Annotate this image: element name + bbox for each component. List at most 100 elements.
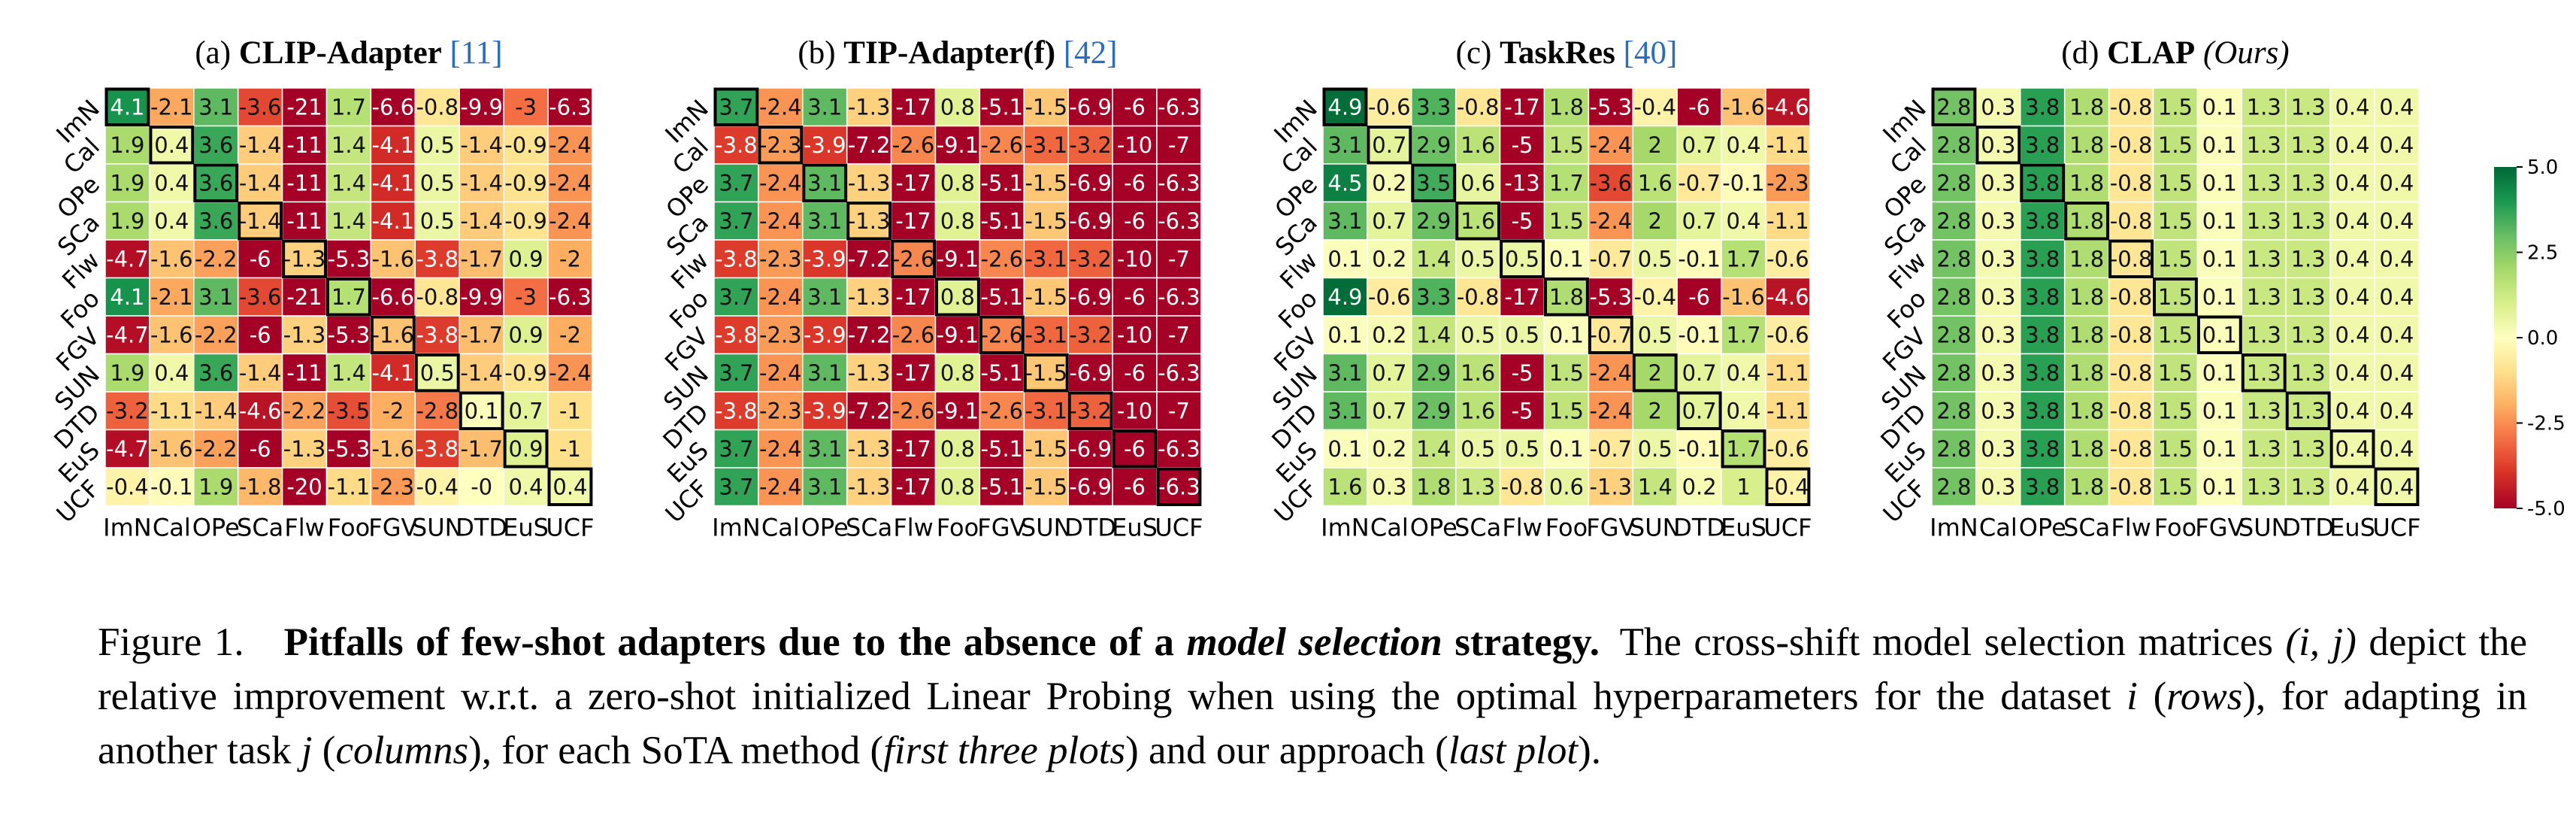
heatmap-cells: 3.7 -2.4 3.1 -1.3 -17 0.8 -5.1 -1.5 -6.9 -6 -6.3-3… <box>713 87 1202 507</box>
heatmap-cell-label: -1 <box>559 436 581 462</box>
diagonal-cell-box <box>2285 391 2331 430</box>
heatmap-cell-label: 1.3 <box>2291 170 2326 196</box>
heatmap-cell <box>1543 201 1590 241</box>
heatmap-cell-label: 0.8 <box>940 284 975 310</box>
heatmap-cell <box>1156 163 1202 203</box>
heatmap-cell-label: -2.4 <box>759 94 802 120</box>
heatmap-cell <box>2374 201 2420 241</box>
heatmap-cell-label: -0.7 <box>1590 436 1633 462</box>
heatmap-cell-label: -2.4 <box>549 360 592 386</box>
heatmap-cell-label: -2.4 <box>759 170 802 196</box>
heatmap-cell <box>193 239 239 279</box>
heatmap-cell-label: 0.2 <box>1682 474 1717 499</box>
heatmap-cell <box>1411 391 1457 431</box>
heatmap-cell-label: -2.4 <box>1590 208 1633 234</box>
heatmap-cell-label: 1.7 <box>331 94 366 120</box>
x-tick-label: FGV <box>977 514 1026 542</box>
heatmap-cell <box>890 239 937 279</box>
heatmap-cell-label: -17 <box>1504 94 1539 120</box>
heatmap-cell <box>1676 277 1722 317</box>
heatmap-cell-label: -0.6 <box>1368 94 1411 120</box>
heatmap-cell <box>414 467 460 507</box>
heatmap-cell-label: -6.9 <box>1069 94 1112 120</box>
panel-title-label: (d) <box>2061 35 2107 71</box>
heatmap-cell-label: -1.6 <box>1722 94 1765 120</box>
heatmap-cell-label: 0.4 <box>2335 246 2369 271</box>
heatmap-cell-label: 1.3 <box>2291 284 2326 310</box>
heatmap-cell-label: 3.1 <box>807 360 842 386</box>
heatmap-cell-label: -5 <box>1512 360 1533 386</box>
heatmap-cell-label: 1.8 <box>2069 474 2104 499</box>
heatmap-cell-label: 1.6 <box>1461 132 1495 158</box>
heatmap-cell-label: -2.4 <box>549 170 592 196</box>
heatmap-cell-label: -17 <box>895 208 931 234</box>
heatmap-cell-label: 0.4 <box>2335 284 2369 310</box>
heatmap-cell-label: 3.5 <box>1416 170 1451 196</box>
heatmap-cell-label: 1.8 <box>2069 322 2104 347</box>
heatmap-cell-label: -3.9 <box>804 398 846 423</box>
heatmap-cell <box>802 201 848 241</box>
x-tick-label: SCa <box>2063 514 2110 542</box>
heatmap-cell-label: 0.4 <box>2335 474 2369 499</box>
heatmap-cell <box>1721 353 1766 393</box>
heatmap-panel-1: (a) CLIP-Adapter [11]4.1 -2.1 3.1 -3.6 -21 1.… <box>48 35 594 542</box>
heatmap-cell-label: -0.8 <box>2110 474 2153 499</box>
heatmap-cell <box>281 467 328 507</box>
x-tick-label: DTD <box>456 514 507 542</box>
heatmap-cell <box>2063 391 2110 431</box>
heatmap-cell <box>1588 125 1634 165</box>
heatmap-cell-label: -1.5 <box>1025 170 1067 196</box>
heatmap-cell <box>149 353 195 393</box>
diagonal-cell-box <box>2329 429 2375 469</box>
heatmap-cell <box>104 163 150 203</box>
heatmap-cell-label: 1.9 <box>198 474 233 499</box>
heatmap-cell <box>846 467 892 507</box>
heatmap-cell-label: 1.6 <box>1638 170 1672 196</box>
heatmap-cell-label: -1.3 <box>848 474 891 499</box>
heatmap-cell-label: 1.4 <box>331 360 366 386</box>
heatmap-cell-label: 1.5 <box>2158 246 2193 271</box>
heatmap-cell-label: 3.1 <box>198 94 233 120</box>
heatmap-cell <box>1156 87 1202 127</box>
heatmap-cell <box>934 429 981 469</box>
heatmap-cell-label: -6.9 <box>1069 170 1112 196</box>
heatmap-cell-label: -6.3 <box>1158 94 1200 120</box>
heatmap-cell-label: -1.5 <box>1025 284 1067 310</box>
heatmap-cell-label: 0.8 <box>940 436 975 462</box>
heatmap-cell-label: -1.5 <box>1025 208 1067 234</box>
heatmap-cell <box>459 239 504 279</box>
heatmap-cell-label: -3.1 <box>1025 132 1067 158</box>
heatmap-cell-label: -0.6 <box>1766 246 1809 271</box>
heatmap-cell <box>1367 201 1412 241</box>
heatmap-cell-label: 0.3 <box>1981 132 2015 158</box>
heatmap-cell-label: 0.8 <box>940 170 975 196</box>
heatmap-cell <box>370 239 416 279</box>
heatmap-cell-label: -11 <box>286 170 322 196</box>
heatmap-cell <box>2063 87 2110 127</box>
heatmap-cell-label: -17 <box>895 474 931 499</box>
heatmap-cell-label: -0.1 <box>1678 322 1721 347</box>
heatmap-cell-label: 0.1 <box>2202 94 2237 120</box>
heatmap-cell <box>1931 391 1977 431</box>
x-tick-label: Cal <box>761 514 800 542</box>
heatmap-cell <box>1023 163 1069 203</box>
heatmap-cell-label: -1.3 <box>848 436 891 462</box>
heatmap-cell-label: -17 <box>895 436 931 462</box>
heatmap-cell-label: -1.4 <box>460 170 503 196</box>
heatmap-cell-label: -3.8 <box>715 132 758 158</box>
heatmap-cell <box>104 125 150 165</box>
heatmap-cell-label: -3.9 <box>804 132 846 158</box>
heatmap-cell <box>325 467 372 507</box>
heatmap-cell-label: 0.2 <box>1372 246 1406 271</box>
heatmap-cell-label: 1.6 <box>1327 474 1362 499</box>
heatmap-cell-label: -2.6 <box>892 398 935 423</box>
heatmap-cell-label: 0.3 <box>1981 208 2015 234</box>
heatmap-cell-label: 3.3 <box>1416 94 1451 120</box>
heatmap-cell <box>1975 467 2021 507</box>
heatmap-cell-label: 3.8 <box>2025 132 2060 158</box>
heatmap-cell-label: -0.8 <box>1457 284 1500 310</box>
